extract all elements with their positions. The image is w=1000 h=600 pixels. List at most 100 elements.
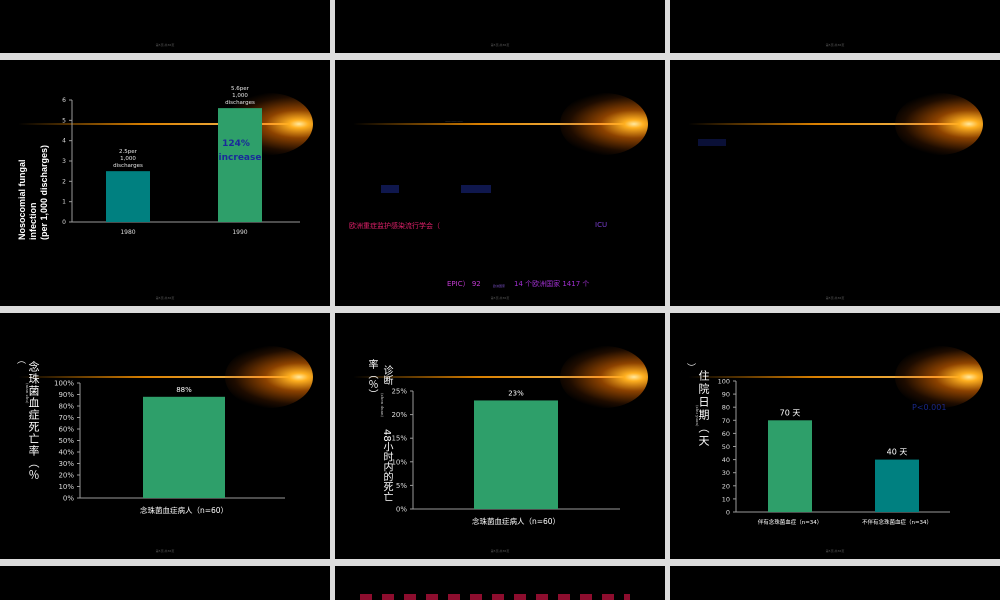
x-tick-label: 不伴有念珠菌血症（n=34）: [862, 518, 932, 526]
slide-footer: 第5页,共36页: [490, 549, 510, 553]
slide-5[interactable]: ——— 欧洲重症监护感染流行学会（ ICU EPIC） 92 欧洲国家 14 个…: [335, 60, 665, 306]
y-tick-label: 25%: [391, 388, 407, 396]
y-tick-label: 2: [62, 178, 66, 185]
epic-text: EPIC） 92: [447, 280, 481, 288]
y-axis-open-paren: （: [15, 355, 25, 364]
comet-beam: [688, 123, 970, 125]
y-tick-label: 0%: [63, 495, 74, 503]
y-tick-label: 60%: [58, 426, 74, 434]
icu-count-text: 14 个欧洲国家 1417 个: [514, 280, 590, 288]
y-tick-label: 80: [722, 404, 730, 412]
slide-8[interactable]: 率（％） 诊断 (zhen duan) 48小时内的死亡 0% 5% 10% 15% 2…: [335, 313, 665, 559]
blue-text-right: [461, 185, 491, 193]
data-label: 2.5per: [119, 149, 138, 155]
bar: [218, 108, 262, 222]
data-label: 88%: [176, 386, 192, 394]
comet-beam: [353, 376, 635, 378]
y-tick-label: 4: [62, 138, 66, 145]
slide-footer: 第5页,共36页: [155, 296, 175, 300]
data-label: 40 天: [887, 448, 908, 457]
y-tick-label: 5%: [396, 482, 407, 490]
slide-12[interactable]: [670, 566, 1000, 600]
slide-11[interactable]: [335, 566, 665, 600]
y-tick-label: 30%: [58, 460, 74, 468]
y-axis-label: 念珠菌血症死亡率（％: [27, 361, 40, 481]
bar: [143, 396, 225, 498]
y-tick-label: 0%: [396, 506, 407, 514]
slide-footer: 第5页,共36页: [155, 549, 175, 553]
y-tick-label: 70: [722, 417, 730, 425]
data-label: 70 天: [780, 408, 801, 417]
slide-footer: 第5页,共36页: [825, 549, 845, 553]
y-tick-label: 60: [722, 430, 730, 438]
y-tick-label: 100: [718, 378, 730, 386]
p-value: P<0.001: [912, 403, 947, 412]
y-tick-label: 80%: [58, 403, 74, 411]
comet-beam: [18, 376, 300, 378]
y-tick-label: 1: [62, 199, 66, 206]
y-axis-pinyin: (zhen duan): [380, 393, 385, 418]
fungal-infection-chart: 012345619802.5per1,000discharges19905.6p…: [62, 86, 300, 236]
slide-3[interactable]: 第5页,共36页: [670, 0, 1000, 53]
y-tick-label: 3: [62, 158, 66, 165]
y-tick-label: 20: [722, 482, 730, 490]
slide-1[interactable]: 第5页,共36页: [0, 0, 330, 53]
y-tick-label: 10%: [58, 483, 74, 491]
europe-small-text: 欧洲国家: [493, 284, 506, 288]
y-tick-label: 0: [726, 509, 730, 517]
increase-pct-label: 124%: [222, 139, 250, 149]
y-tick-label: 20%: [391, 411, 407, 419]
bar: [768, 420, 812, 512]
x-tick-label: 念珠菌血症病人（n=60）: [140, 505, 228, 515]
mortality-chart: 0% 10% 20% 30% 40% 50% 60% 70% 80% 90% 100% 88% 念珠菌血…: [54, 380, 285, 515]
y-axis-label-b: 诊断: [381, 365, 392, 385]
y-axis-label-c: 48小时内的死亡: [381, 429, 392, 502]
bar: [106, 171, 150, 222]
y-axis-pinyin: (zhu yuan): [695, 405, 700, 427]
data-label: discharges: [225, 100, 255, 106]
y-axis-pinyin: (nian zhu): [25, 383, 30, 404]
faint-text: ———: [445, 118, 463, 125]
slide-footer: 第5页,共36页: [825, 296, 845, 300]
comet-beam: [353, 123, 635, 125]
slide-footer: 第5页,共36页: [155, 43, 175, 47]
bar: [474, 400, 558, 509]
data-label: 23%: [508, 389, 524, 397]
slide-footer: 第5页,共36页: [490, 43, 510, 47]
comet-head: [560, 346, 648, 408]
slide-9[interactable]: ） 住院日期（天 (zhu yuan) P<0.001 0 10 20 30 40 50 6…: [670, 313, 1000, 559]
y-axis-close-paren: ）: [685, 363, 695, 372]
slide-6[interactable]: 第5页,共36页: [670, 60, 1000, 306]
x-tick-label: 伴有念珠菌血症（n=34）: [758, 518, 823, 526]
y-tick-label: 30: [722, 469, 730, 477]
y-tick-label: 10: [722, 495, 730, 503]
x-tick-label: 1990: [232, 229, 247, 236]
y-axis-label: 住院日期（天: [697, 370, 710, 448]
data-label: 1,000: [120, 156, 136, 162]
y-axis-label-a: 率（％）: [366, 359, 377, 399]
y-tick-label: 70%: [58, 414, 74, 422]
y-tick-label: 20%: [58, 472, 74, 480]
y-tick-label: 0: [62, 219, 66, 226]
y-tick-label: 90%: [58, 391, 74, 399]
y-tick-label: 6: [62, 97, 66, 104]
epic-org-text: 欧洲重症监护感染流行学会（: [349, 222, 440, 230]
slide-footer: 第5页,共36页: [825, 43, 845, 47]
y-tick-label: 5: [62, 117, 66, 124]
slide-2[interactable]: 第5页,共36页: [335, 0, 665, 53]
bar: [875, 459, 919, 512]
y-tick-label: 40%: [58, 449, 74, 457]
slide-10[interactable]: [0, 566, 330, 600]
y-tick-label: 15%: [391, 435, 407, 443]
comet-head: [225, 346, 313, 408]
comet-head: [895, 346, 983, 408]
increase-word-label: increase: [219, 153, 262, 163]
slide-4[interactable]: Nosocomial fungal infection (per 1,000 dis…: [0, 60, 330, 306]
comet-beam: [18, 123, 300, 125]
x-tick-label: 念珠菌血症病人（n=60）: [472, 516, 560, 526]
data-label: 1,000: [232, 93, 248, 99]
y-tick-label: 50%: [58, 437, 74, 445]
y-tick-label: 90: [722, 391, 730, 399]
slide-7[interactable]: （ 念珠菌血症死亡率（％ (nian zhu) 0% 10% 20% 30% 40% 50…: [0, 313, 330, 559]
